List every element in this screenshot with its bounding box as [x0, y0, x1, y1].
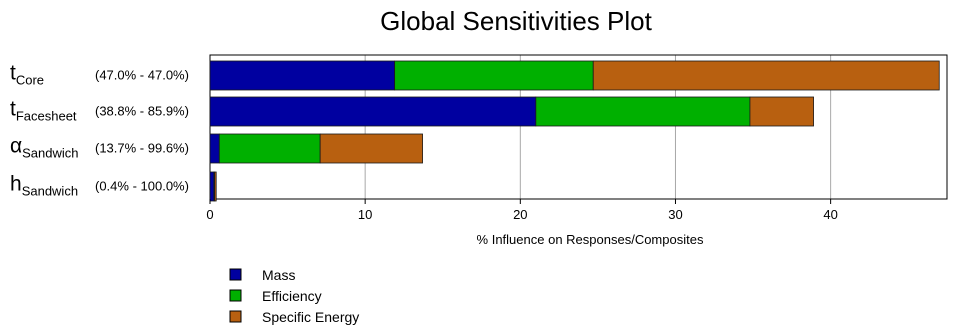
y-label-main: α [10, 135, 22, 158]
legend-label-efficiency: Efficiency [262, 288, 322, 304]
y-label-main: t [10, 98, 16, 121]
legend-label-mass: Mass [262, 267, 295, 283]
legend-swatch-specific-energy [229, 310, 242, 323]
legend-swatch-efficiency [229, 289, 242, 302]
y-label-range-3: (13.7% - 99.6%) [95, 141, 189, 156]
x-axis-title: % Influence on Responses/Composites [477, 232, 704, 247]
x-tick-label-40: 40 [823, 207, 837, 222]
y-label-range-2: (38.8% - 85.9%) [95, 104, 189, 119]
y-label-3: αSandwich [10, 135, 79, 161]
bar-4-mass [209, 171, 215, 202]
bar-2-mass [209, 96, 537, 127]
plot-frame [209, 54, 948, 200]
y-label-range-4: (0.4% - 100.0%) [95, 179, 189, 194]
y-label-subscript: Sandwich [22, 184, 78, 199]
y-label-range-1: (47.0% - 47.0%) [95, 68, 189, 83]
y-label-subscript: Sandwich [22, 146, 78, 161]
legend-swatch-mass [229, 268, 242, 281]
bar-2-specific-energy [749, 96, 814, 127]
y-label-subscript: Core [16, 73, 44, 88]
bar-3-mass [209, 133, 220, 164]
bar-3-specific-energy [319, 133, 423, 164]
y-axis-labels: tCore (47.0% - 47.0%)tFacesheet (38.8% - 8… [10, 62, 189, 199]
legend: Mass Efficiency Specific Energy [229, 267, 359, 325]
x-tick-label-20: 20 [513, 207, 527, 222]
bar-1-efficiency [394, 60, 594, 91]
y-label-2: tFacesheet [10, 98, 77, 124]
bar-3-efficiency [218, 133, 321, 164]
bar-1-mass [209, 60, 396, 91]
bar-4-specific-energy [214, 171, 217, 202]
y-label-main: t [10, 62, 16, 85]
bars [209, 60, 940, 202]
y-label-subscript: Facesheet [16, 109, 77, 124]
y-label-main: h [10, 173, 22, 196]
legend-label-specific-energy: Specific Energy [262, 309, 359, 325]
y-label-4: hSandwich [10, 173, 78, 199]
x-tick-label-0: 0 [206, 207, 213, 222]
y-label-1: tCore [10, 62, 44, 88]
bar-2-efficiency [535, 96, 751, 127]
chart-title: Global Sensitivities Plot [380, 6, 652, 36]
x-tick-label-30: 30 [668, 207, 682, 222]
bar-1-specific-energy [592, 60, 940, 91]
x-tick-label-10: 10 [358, 207, 372, 222]
x-axis: 0 10 20 30 40 [206, 199, 838, 222]
